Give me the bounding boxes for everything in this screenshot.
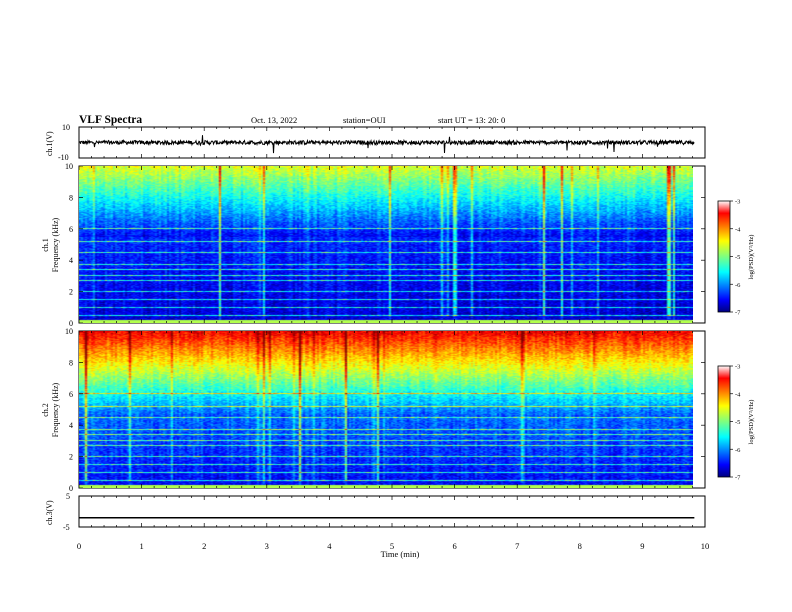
y-tick-label: 8: [69, 193, 73, 202]
colorbar-tick-label: -7: [735, 475, 741, 482]
colorbar-tick-label: -4: [735, 226, 741, 233]
ch3-ytick-bottom: -5: [63, 523, 70, 532]
x-tick-label: 6: [452, 541, 456, 551]
ch1-spec-ylabel-line2: Frequency (kHz): [51, 217, 60, 272]
ch1-colorbar-label: log(PSD)(V²/Hz): [748, 235, 755, 280]
y-tick-label: 10: [65, 327, 73, 336]
colorbar-tick-label: -5: [735, 419, 740, 426]
ch1-colorbar: [717, 200, 731, 313]
ch1-ylabel: ch.1(V): [45, 131, 54, 156]
figure-title: VLF Spectra: [79, 114, 142, 126]
ch3-waveform-panel: 5 -5 ch.3(V): [45, 492, 706, 532]
y-tick-label: 2: [69, 453, 73, 462]
y-tick-label: 6: [69, 225, 73, 234]
x-tick-label: 7: [515, 541, 519, 551]
station-label: station=OUI: [343, 115, 386, 125]
colorbar-tick-label: -3: [735, 364, 740, 371]
x-tick-label: 9: [640, 541, 644, 551]
ch2-colorbar: [717, 365, 731, 478]
date-label: Oct. 13, 2022: [251, 115, 297, 125]
ch1-ytick-bottom: -10: [58, 153, 69, 162]
colorbar-tick-label: -3: [735, 199, 740, 206]
x-tick-label: 3: [265, 541, 269, 551]
ch1-trace: [78, 135, 695, 154]
x-tick-label: 1: [139, 541, 143, 551]
ch2-colorbar-label: log(PSD)(V²/Hz): [748, 400, 755, 445]
ch2-spec-ylabel-line2: Frequency (kHz): [51, 382, 60, 437]
x-tick-label: 0: [77, 541, 81, 551]
y-tick-label: 0: [69, 319, 73, 328]
ch1-spectrogram-image: [79, 166, 693, 323]
y-tick-label: 6: [69, 390, 73, 399]
ch3-ylabel: ch.3(V): [45, 500, 54, 525]
colorbar-tick-label: -4: [735, 391, 741, 398]
x-tick-label: 5: [390, 541, 394, 551]
ch1-ytick-top: 10: [62, 123, 70, 132]
y-tick-label: 4: [69, 256, 73, 265]
ch3-ytick-top: 5: [66, 492, 70, 501]
ch2-spectrogram-image: [79, 331, 693, 488]
colorbar-tick-label: -5: [735, 254, 740, 261]
y-tick-label: 2: [69, 288, 73, 297]
x-axis-label: Time (min): [381, 549, 420, 559]
x-tick-label: 2: [202, 541, 206, 551]
ch1-waveform-panel: 10 -10 ch.1(V): [45, 123, 706, 162]
ch2-spec-ylabel-line1: ch.2: [41, 403, 50, 417]
ch1-spec-ylabel-line1: ch.1: [41, 238, 50, 252]
colorbar-tick-label: -7: [735, 310, 741, 317]
colorbar-tick-label: -6: [735, 282, 741, 289]
y-tick-label: 0: [69, 484, 73, 493]
x-tick-label: 4: [327, 541, 332, 551]
y-tick-label: 4: [69, 421, 73, 430]
x-tick-label: 10: [701, 541, 710, 551]
colorbar-tick-label: -6: [735, 447, 741, 454]
x-tick-label: 8: [578, 541, 582, 551]
start-time-label: start UT = 13: 20: 0: [438, 115, 505, 125]
y-tick-label: 8: [69, 358, 73, 367]
y-tick-label: 10: [65, 162, 73, 171]
